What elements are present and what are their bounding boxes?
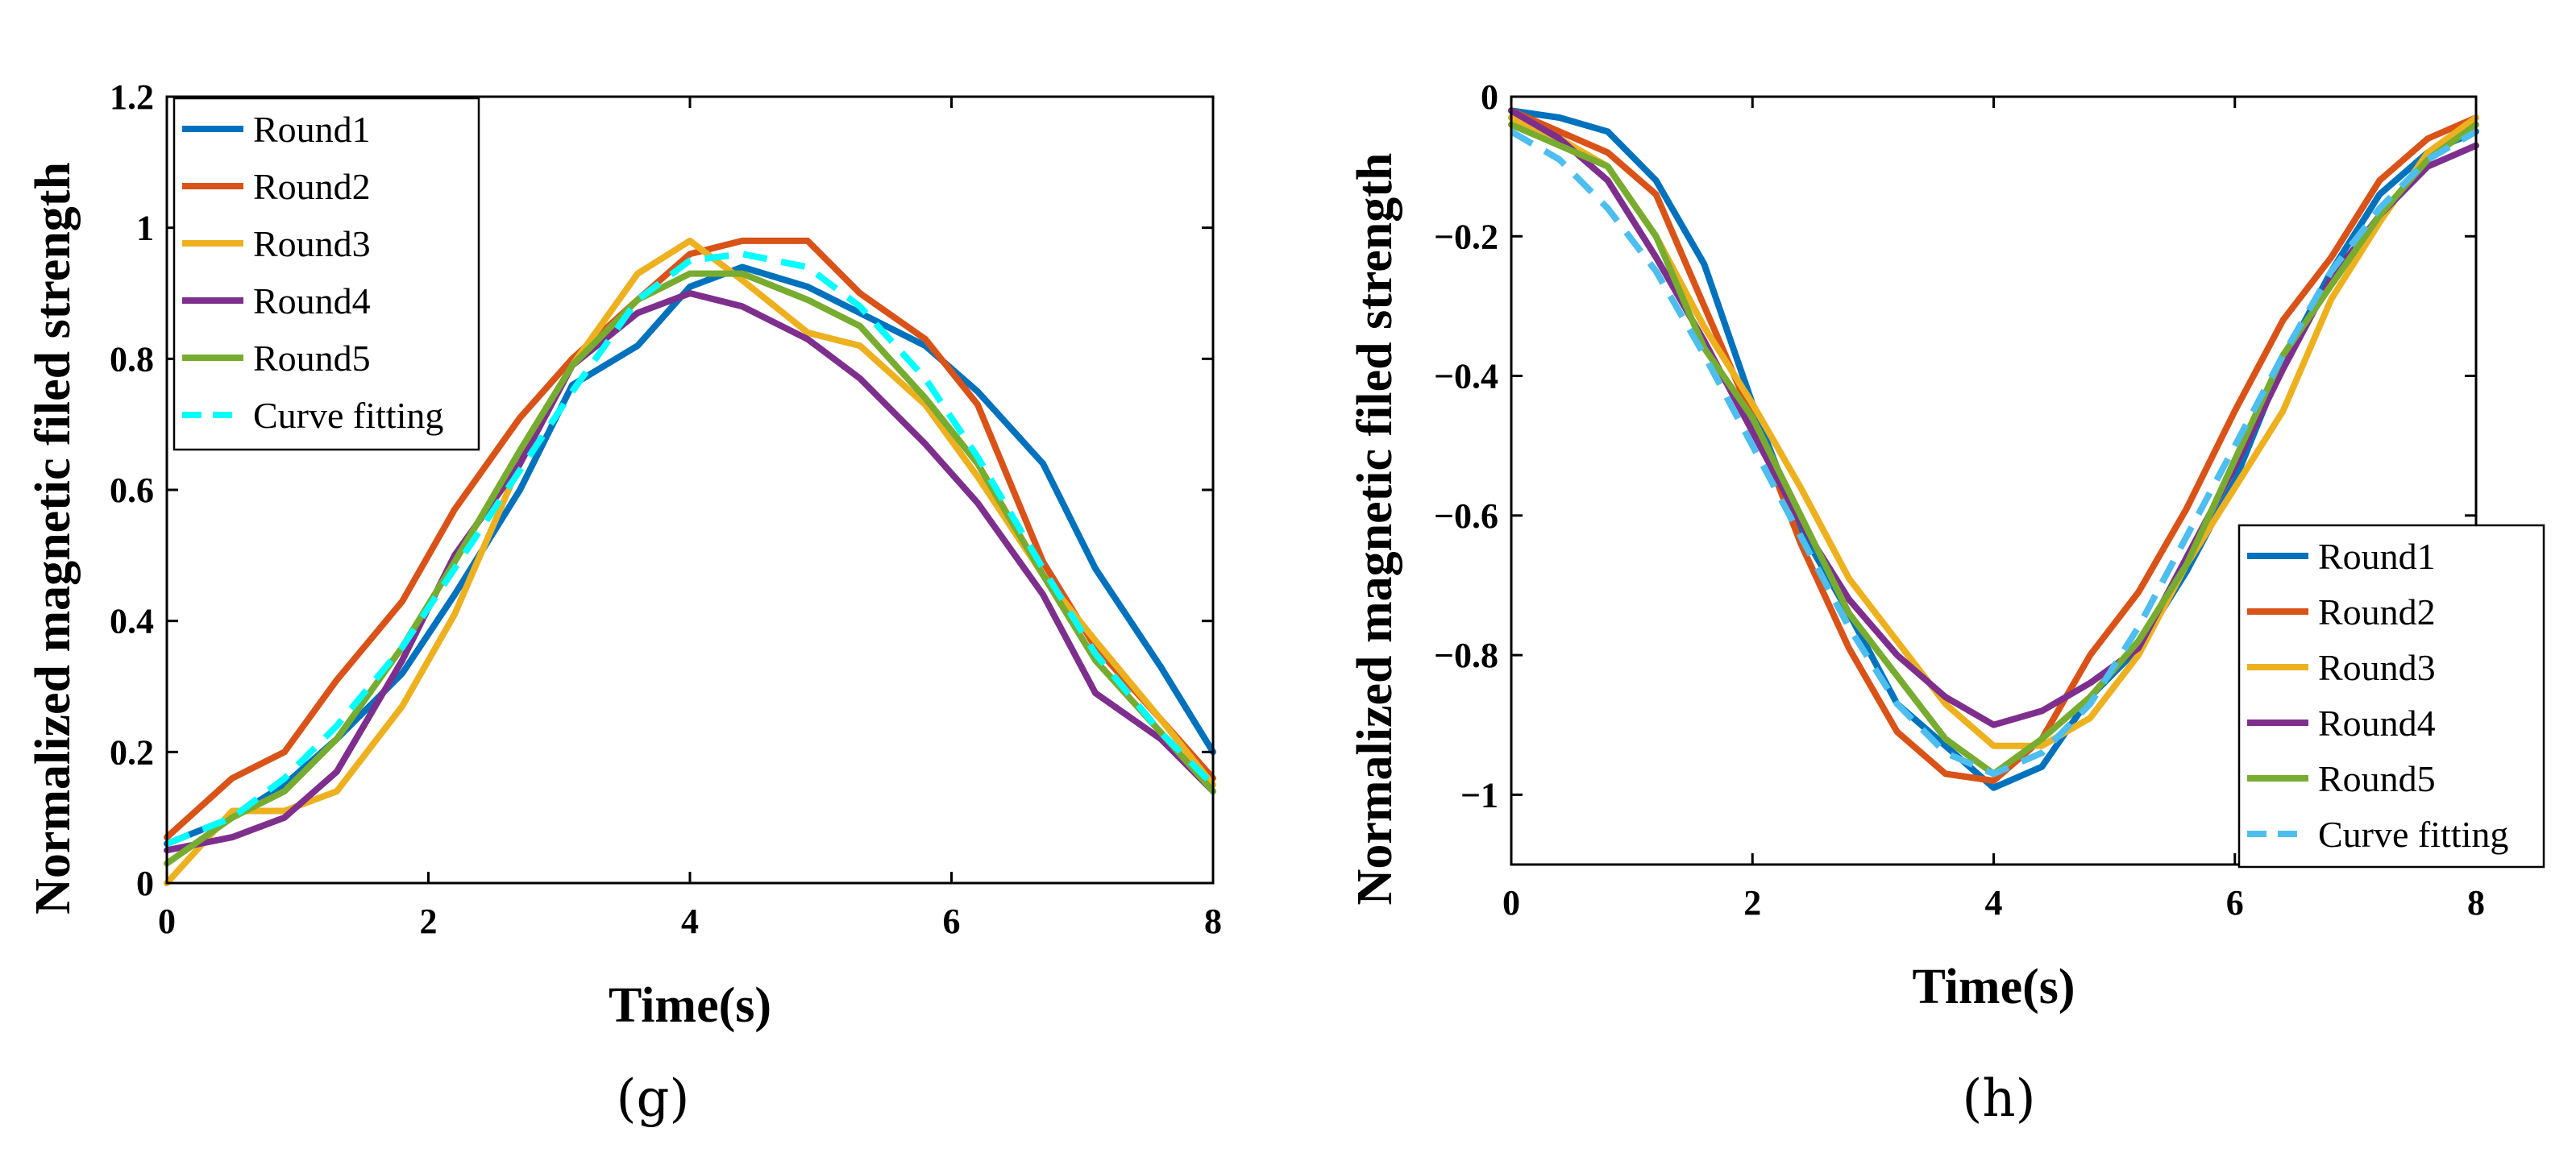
x-axis-title-g: Time(s)	[609, 978, 771, 1033]
y-tick-label-h: −1	[1460, 775, 1498, 815]
y-tick-label-h: 0	[1481, 77, 1498, 117]
x-tick-label-h: 4	[1985, 883, 2003, 923]
legend-label-round5-h: Round5	[2318, 758, 2436, 799]
x-tick-label-h: 0	[1502, 883, 1520, 923]
chart-g: 0 2 4 6 8 0 0.2 0.4 0.6 0.8 1 1.2 Time(s) Normalize…	[26, 77, 1222, 1129]
y-tick-label-g: 0	[136, 864, 154, 903]
y-tick-label-g: 1	[136, 209, 154, 248]
legend-label-round1-g: Round1	[253, 109, 371, 150]
y-axis-title-h: Normalized magnetic filed strength	[1348, 153, 1402, 906]
x-tick-label-g: 4	[681, 902, 699, 941]
x-tick-label-h: 8	[2467, 883, 2485, 923]
legend-box-h	[2237, 524, 2545, 869]
x-tick-label-g: 6	[943, 902, 961, 941]
caption-h: (h)	[1962, 1069, 2035, 1129]
x-tick-label-h: 6	[2226, 883, 2244, 923]
legend-g: Round1 Round2 Round3 Round4 Round5 Curve fitt…	[172, 97, 480, 451]
legend-h: Round1 Round2 Round3 Round4 Round5 Curve fitt…	[2237, 524, 2545, 869]
series-line-round4-g	[164, 290, 1216, 854]
y-tick-label-g: 0.2	[110, 732, 154, 772]
x-tick-label-h: 2	[1743, 883, 1761, 923]
caption-g: (g)	[617, 1069, 690, 1129]
legend-label-round1-h: Round1	[2318, 536, 2436, 577]
legend-label-round5-g: Round5	[253, 338, 371, 379]
legend-box-g	[172, 97, 480, 451]
series-line-round2-h	[1508, 107, 2479, 784]
legend-label-round4-h: Round4	[2318, 703, 2436, 744]
x-tick-label-g: 8	[1204, 902, 1222, 941]
series-line-round5-g	[164, 270, 1216, 867]
y-axis-title-g: Normalized magnetic filed strength	[26, 162, 81, 914]
legend-label-curve-fitting-h: Curve fitting	[2318, 814, 2508, 855]
y-tick-label-h: −0.8	[1434, 636, 1498, 675]
series-line-round2-g	[164, 237, 1216, 841]
y-tick-label-g: 0.4	[110, 602, 154, 641]
x-tick-label-g: 0	[158, 902, 176, 941]
legend-label-round3-h: Round3	[2318, 647, 2436, 688]
x-axis-title-h: Time(s)	[1912, 960, 2075, 1014]
legend-label-round4-g: Round4	[253, 280, 371, 321]
series-line-curve-fitting-h	[1509, 128, 2478, 778]
y-tick-label-g: 1.2	[110, 77, 154, 117]
y-tick-label-h: −0.2	[1434, 217, 1498, 256]
x-tick-label-g: 2	[420, 902, 438, 941]
y-tick-label-g: 0.8	[110, 339, 154, 379]
y-tick-label-h: −0.4	[1434, 357, 1498, 396]
legend-label-round2-h: Round2	[2318, 591, 2436, 632]
series-line-curve-fitting-g	[165, 251, 1215, 847]
y-tick-label-g: 0.6	[110, 471, 154, 510]
legend-label-round2-g: Round2	[253, 166, 371, 207]
chart-h: 0 2 4 6 8 0 −0.2 −0.4 −0.6 −0.8 −1 Time(s) Normali…	[1348, 77, 2545, 1129]
legend-label-round3-g: Round3	[253, 223, 371, 264]
legend-label-curve-fitting-g: Curve fitting	[253, 395, 443, 436]
y-tick-label-h: −0.6	[1434, 496, 1498, 536]
